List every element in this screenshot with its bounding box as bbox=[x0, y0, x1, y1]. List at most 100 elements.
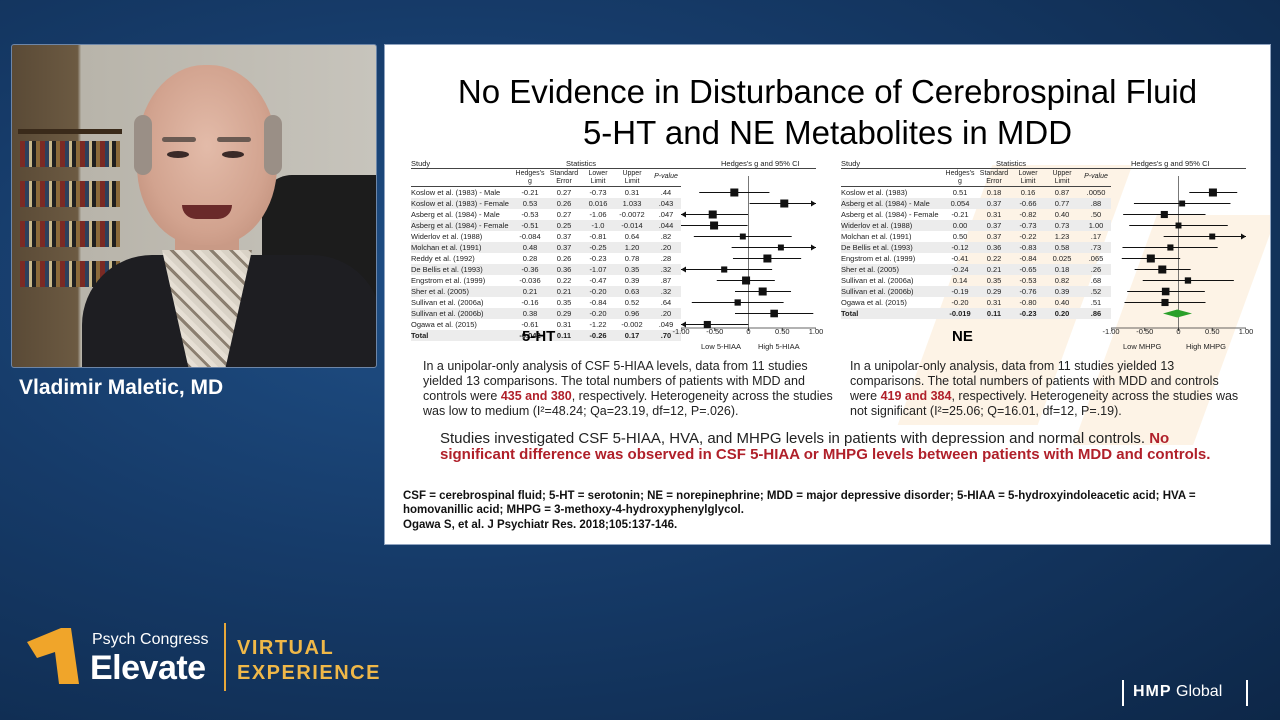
cell-p: .52 bbox=[1090, 287, 1102, 296]
tick-label: 0 bbox=[1176, 327, 1181, 336]
cell-p: .50 bbox=[1090, 210, 1102, 219]
cell-ll: -0.76 bbox=[1019, 287, 1037, 296]
table-row: Molchan et al. (1991) 0.48 0.37 -0.25 1.20 .2… bbox=[411, 242, 681, 253]
study-name: Engstrom et al. (1999) bbox=[411, 276, 486, 285]
slide-title-line1: No Evidence in Disturbance of Cerebrospi… bbox=[457, 73, 1198, 110]
tick-label: 0.50 bbox=[1204, 327, 1220, 336]
tick-label: 1.00 bbox=[808, 327, 824, 336]
cell-ul: 0.31 bbox=[624, 188, 640, 197]
cell-g: 0.50 bbox=[952, 232, 968, 241]
ci-arrow bbox=[681, 321, 686, 328]
ci-arrow bbox=[681, 211, 686, 218]
effect-marker bbox=[1209, 233, 1216, 240]
cell-ll: -0.81 bbox=[589, 232, 607, 241]
study-name: De Bellis et al. (1993) bbox=[841, 243, 913, 252]
slide-title: No Evidence in Disturbance of Cerebrospi… bbox=[385, 71, 1270, 153]
cell-p: .047 bbox=[658, 210, 674, 219]
col-se: Standard Error bbox=[549, 170, 579, 185]
speaker-name: Vladimir Maletic, MD bbox=[19, 376, 224, 399]
summary-text: Studies investigated CSF 5-HIAA, HVA, an… bbox=[440, 430, 1150, 447]
cell-ll: -0.47 bbox=[589, 276, 607, 285]
cell-p: .044 bbox=[658, 221, 674, 230]
effect-marker bbox=[1161, 287, 1170, 296]
stats-header: Statistics bbox=[566, 159, 597, 168]
col-ll: Lower Limit bbox=[1018, 170, 1038, 185]
low-direction-label: Low MHPG bbox=[1123, 342, 1162, 351]
table-row: Widerlov et al. (1988) -0.084 0.37 -0.81 0.6… bbox=[411, 231, 681, 242]
cell-p: .44 bbox=[660, 188, 672, 197]
table-row: Koslow et al. (1983) - Female 0.53 0.26 0.0… bbox=[411, 198, 681, 209]
header-rule bbox=[841, 168, 1246, 169]
cell-g: 0.28 bbox=[522, 254, 538, 263]
table-row: Asberg et al. (1984) - Female -0.51 0.25 -1… bbox=[411, 220, 681, 231]
table-row: Molchan et al. (1991) 0.50 0.37 -0.22 1.23 .1… bbox=[841, 231, 1111, 242]
hair bbox=[264, 115, 282, 175]
cell-p: .32 bbox=[660, 287, 672, 296]
cell-ul: 0.58 bbox=[1054, 243, 1070, 252]
cell-p: .065 bbox=[1088, 254, 1104, 263]
effect-marker bbox=[1160, 210, 1168, 219]
cell-g: 0.00 bbox=[952, 221, 968, 230]
study-header: Study bbox=[841, 159, 861, 168]
cell-ul: 0.39 bbox=[624, 276, 640, 285]
study-name: Widerlov et al. (1988) bbox=[841, 221, 913, 230]
cell-g: 0.48 bbox=[522, 243, 538, 252]
cell-ul: 0.17 bbox=[624, 331, 640, 340]
col-g: Hedges's g bbox=[515, 170, 545, 185]
cell-ul: 0.52 bbox=[624, 298, 640, 307]
tick-label: -1.00 bbox=[672, 327, 690, 336]
brand-divider bbox=[224, 623, 226, 691]
effect-marker bbox=[763, 254, 772, 263]
cell-p: .0050 bbox=[1086, 188, 1106, 197]
table-row: Asberg et al. (1984) - Male 0.054 0.37 -0.6… bbox=[841, 198, 1111, 209]
tick-label: 0.50 bbox=[774, 327, 790, 336]
effect-marker bbox=[1158, 265, 1167, 274]
paragraph-text: , respectively. Heterogeneity across the… bbox=[850, 389, 1239, 418]
books bbox=[20, 181, 120, 207]
cell-ul: 0.96 bbox=[624, 309, 640, 318]
cell-ul: 0.64 bbox=[624, 232, 640, 241]
cell-se: 0.26 bbox=[556, 199, 572, 208]
cell-se: 0.35 bbox=[556, 298, 572, 307]
summary-statement: Studies investigated CSF 5-HIAA, HVA, an… bbox=[440, 431, 1230, 463]
cell-g: -0.41 bbox=[951, 254, 969, 263]
cell-ll: -1.22 bbox=[589, 320, 607, 329]
cell-g: -0.042 bbox=[519, 331, 541, 340]
tick-label: 1.00 bbox=[1238, 327, 1254, 336]
effect-marker bbox=[739, 233, 746, 240]
cell-g: -0.36 bbox=[521, 265, 539, 274]
cell-g: -0.21 bbox=[951, 210, 969, 219]
cell-ll: -0.23 bbox=[589, 254, 607, 263]
cell-se: 0.31 bbox=[986, 298, 1002, 307]
study-name: Widerlov et al. (1988) bbox=[411, 232, 483, 241]
cell-ll: -0.66 bbox=[1019, 199, 1037, 208]
ci-arrow bbox=[1241, 233, 1246, 240]
eye bbox=[167, 151, 189, 158]
cell-p: .28 bbox=[660, 254, 672, 263]
table-row: Sher et al. (2005) 0.21 0.21 -0.20 0.63 .32 bbox=[411, 286, 681, 297]
cell-ll: -0.73 bbox=[1019, 221, 1037, 230]
header-rule bbox=[841, 186, 1111, 187]
cell-p: .86 bbox=[1090, 309, 1102, 318]
table-row: Asberg et al. (1984) - Male -0.53 0.27 -1.0… bbox=[411, 209, 681, 220]
effect-marker bbox=[777, 244, 784, 251]
cell-ul: 0.78 bbox=[624, 254, 640, 263]
ci-arrow bbox=[681, 266, 686, 273]
ci-arrow bbox=[811, 244, 816, 251]
tick-label: 0 bbox=[746, 327, 751, 336]
cell-ll: -0.22 bbox=[1019, 232, 1037, 241]
cell-p: .049 bbox=[658, 320, 674, 329]
cell-g: -0.19 bbox=[951, 287, 969, 296]
presentation-slide: No Evidence in Disturbance of Cerebrospi… bbox=[384, 44, 1271, 545]
cell-se: 0.31 bbox=[556, 320, 572, 329]
cell-se: 0.37 bbox=[556, 243, 572, 252]
table-row: Sher et al. (2005) -0.24 0.21 -0.65 0.18 .26 bbox=[841, 264, 1111, 275]
table-row: Reddy et al. (1992) 0.28 0.26 -0.23 0.78 .28 bbox=[411, 253, 681, 264]
cell-ll: -0.53 bbox=[1019, 276, 1037, 285]
table-row: Widerlov et al. (1988) 0.00 0.37 -0.73 0.73 1… bbox=[841, 220, 1111, 231]
cell-se: 0.26 bbox=[556, 254, 572, 263]
study-name: Engstrom et al. (1999) bbox=[841, 254, 916, 263]
col-p: P-value bbox=[1084, 173, 1108, 180]
total-row: Total -0.019 0.11 -0.23 0.20 .86 bbox=[841, 308, 1111, 319]
table-row: Koslow et al. (1983) 0.51 0.18 0.16 0.87 .005… bbox=[841, 187, 1111, 198]
